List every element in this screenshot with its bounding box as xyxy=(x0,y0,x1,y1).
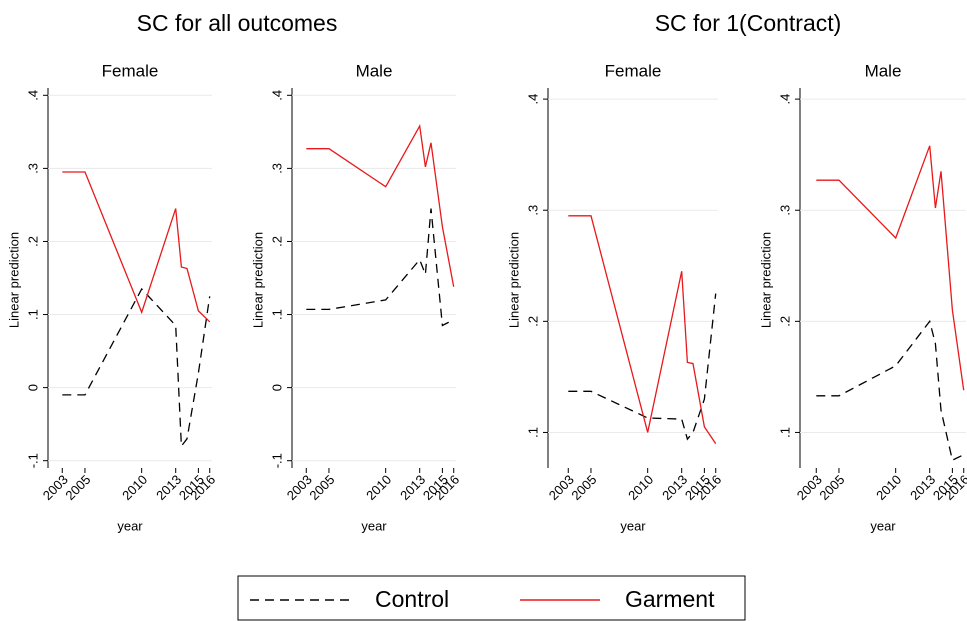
series-line xyxy=(568,215,717,444)
x-tick-label: 2010 xyxy=(119,472,150,503)
series-line xyxy=(62,171,211,323)
y-tick-label: .4 xyxy=(25,90,40,101)
y-tick-label: 0 xyxy=(269,384,284,391)
legend-label: Control xyxy=(375,586,449,612)
series-line xyxy=(62,287,211,448)
y-tick-label: .3 xyxy=(25,163,40,174)
x-tick-label: 2005 xyxy=(568,472,599,503)
panel-title: Female xyxy=(102,61,159,80)
y-tick-label: .4 xyxy=(525,94,540,105)
legend-box xyxy=(237,575,746,621)
y-tick-label: .3 xyxy=(269,163,284,174)
y-tick-label: .2 xyxy=(525,316,540,327)
x-tick-label: 2010 xyxy=(363,472,394,503)
y-tick-label: .1 xyxy=(269,309,284,320)
series-line xyxy=(306,123,455,287)
series-line xyxy=(816,145,965,391)
y-tick-label: -.1 xyxy=(25,453,40,468)
legend-label: Garment xyxy=(625,586,715,612)
y-tick-label: .3 xyxy=(525,205,540,216)
y-tick-label: .1 xyxy=(25,309,40,320)
y-axis-title: Linear prediction xyxy=(506,232,521,328)
panel-title: Male xyxy=(865,61,902,80)
y-tick-label: .1 xyxy=(777,427,792,438)
y-tick-label: .2 xyxy=(777,316,792,327)
series-line xyxy=(568,293,717,441)
x-axis-title: year xyxy=(870,518,896,533)
y-tick-label: .1 xyxy=(525,427,540,438)
y-tick-label: .3 xyxy=(777,205,792,216)
y-tick-label: 0 xyxy=(25,384,40,391)
series-line xyxy=(816,319,964,462)
x-tick-label: 2005 xyxy=(816,472,847,503)
x-axis-title: year xyxy=(620,518,646,533)
x-tick-label: 2010 xyxy=(625,472,656,503)
series-line xyxy=(306,208,454,327)
x-axis-title: year xyxy=(361,518,387,533)
y-tick-label: .2 xyxy=(25,236,40,247)
x-axis-title: year xyxy=(117,518,143,533)
y-axis-title: Linear prediction xyxy=(250,232,265,328)
y-tick-label: -.1 xyxy=(269,453,284,468)
group-title: SC for 1(Contract) xyxy=(655,10,842,36)
y-axis-title: Linear prediction xyxy=(6,232,21,328)
group-title: SC for all outcomes xyxy=(137,10,338,36)
y-tick-label: .2 xyxy=(269,236,284,247)
y-axis-title: Linear prediction xyxy=(758,232,773,328)
y-tick-label: .4 xyxy=(777,94,792,105)
x-tick-label: 2010 xyxy=(873,472,904,503)
x-tick-label: 2005 xyxy=(306,472,337,503)
panel-title: Male xyxy=(356,61,393,80)
y-tick-label: .4 xyxy=(269,90,284,101)
x-tick-label: 2005 xyxy=(62,472,93,503)
panel-title: Female xyxy=(605,61,662,80)
